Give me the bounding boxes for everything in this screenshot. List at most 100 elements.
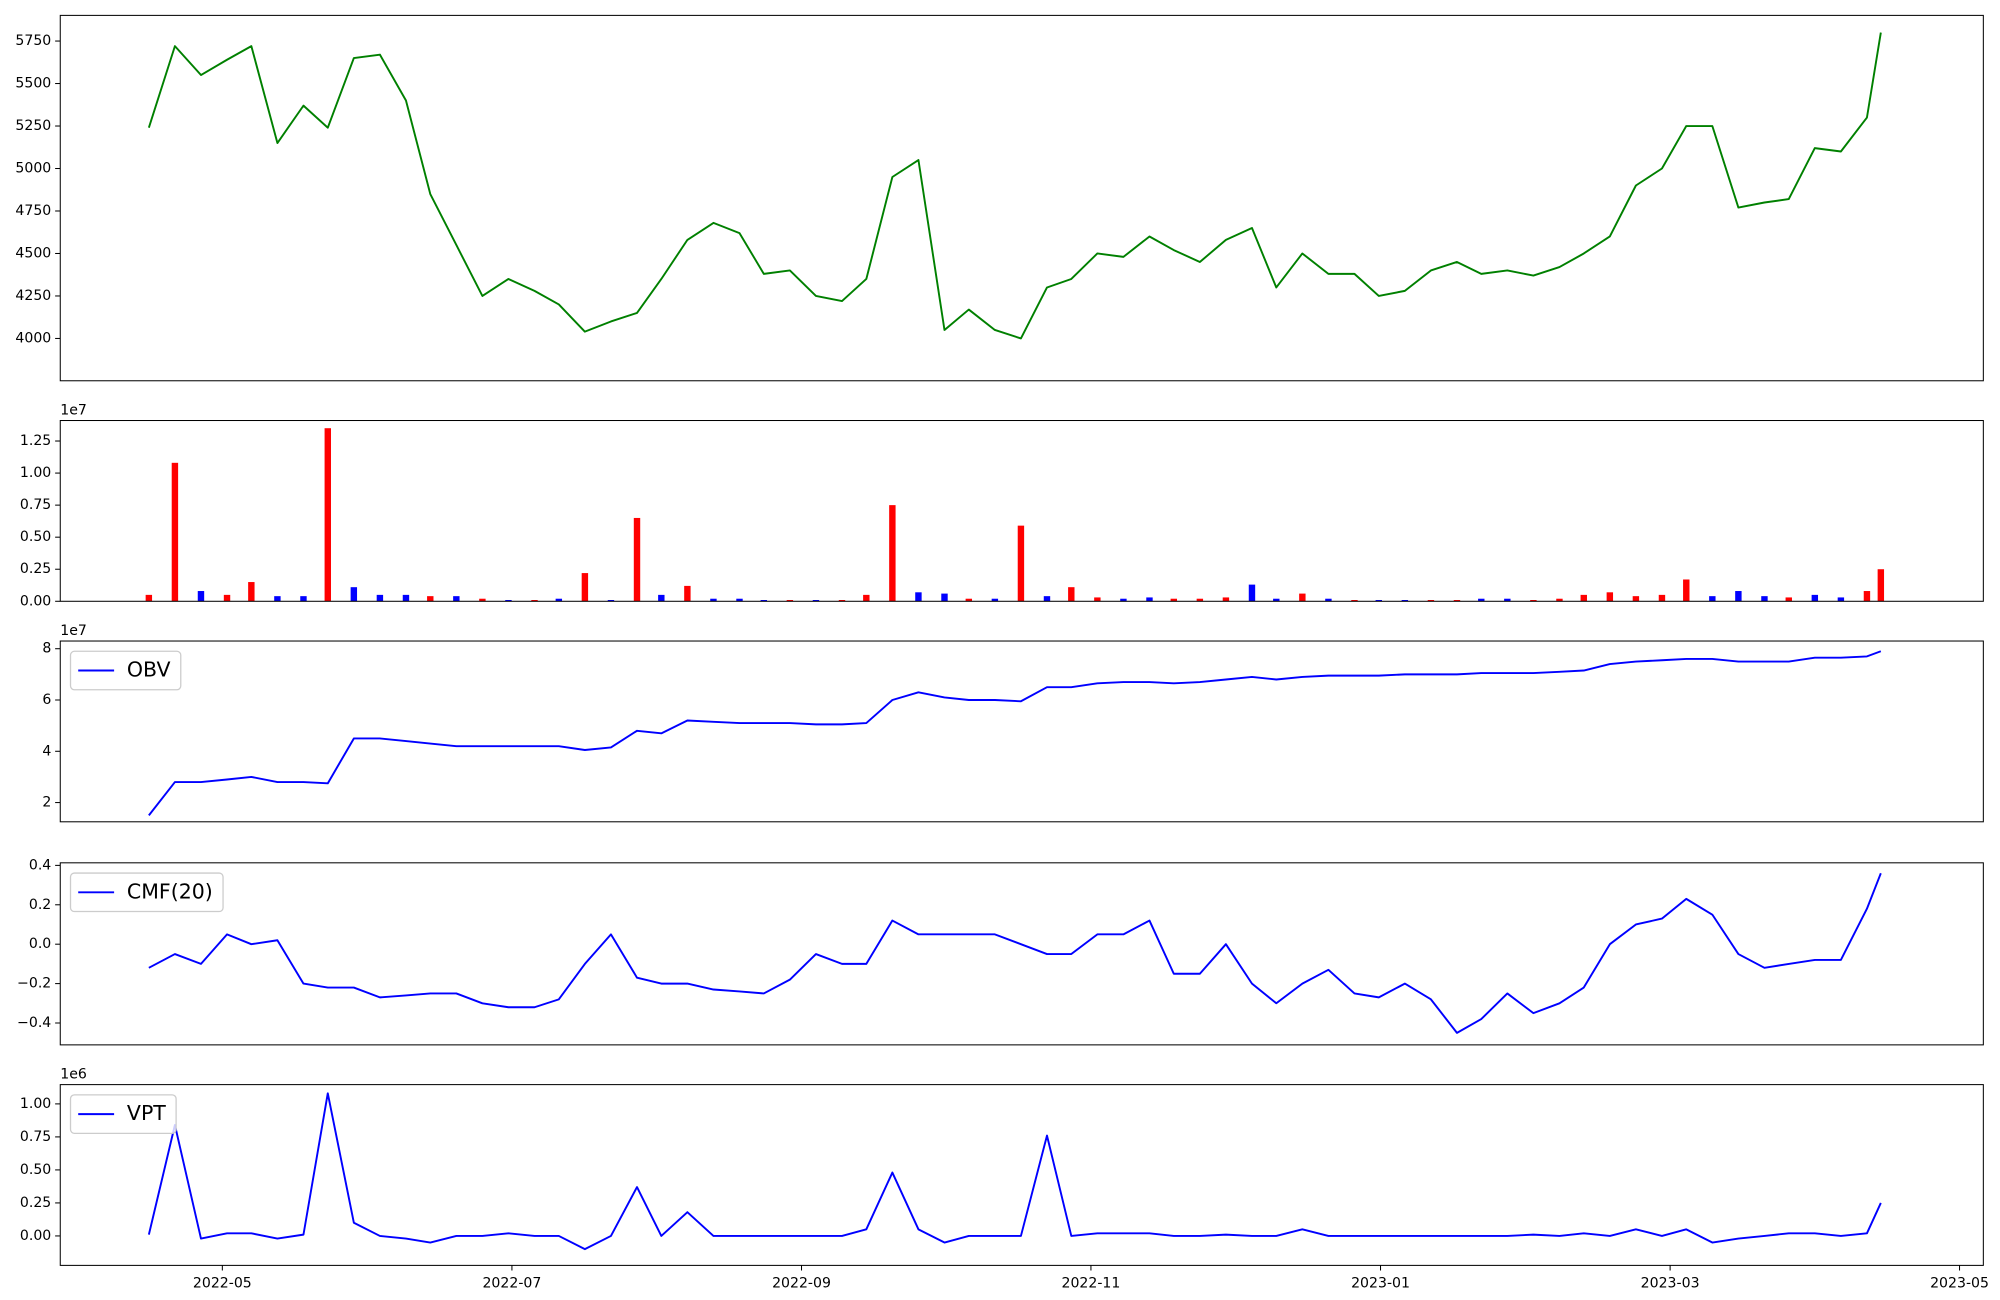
bar [197,591,205,602]
y-tick-label: 4 [42,743,51,759]
line [148,872,1882,1034]
bar [812,600,820,602]
plot-frame [59,420,1984,602]
legend: CMF(20) [69,872,224,913]
bar [1877,569,1885,602]
bar [1196,598,1204,602]
y-offset-label: 1e7 [60,623,87,639]
bar [760,600,768,602]
y-tick-label: 5000 [15,161,51,177]
bar [248,582,255,602]
bar [863,594,870,602]
bar [1222,597,1230,602]
x-tick-label: 2022-05 [193,1275,252,1291]
y-tick-label: 4500 [15,245,51,261]
y-tick-label: −0.4 [17,1015,51,1031]
bar [1658,594,1666,602]
y-tick-label: 0.0 [29,936,51,952]
bar [402,594,410,602]
bar [1351,600,1358,602]
panel: 0.00 0.25 0.50 0.75 1.00 2022-05 2022-07 2022-0… [20,1066,1989,1291]
bar [965,598,973,602]
bar [1146,597,1153,602]
bar [786,600,794,602]
bar [1632,596,1640,602]
bar [555,598,563,602]
plot-frame [59,862,1984,1046]
x-tick-label: 2022-11 [1061,1275,1120,1291]
legend-box [69,872,224,913]
y-tick-label: 0.25 [20,1195,51,1211]
y-tick-label: 4250 [15,288,51,304]
bar [1094,597,1101,602]
y-tick-label: 0.75 [20,497,51,513]
bar [1785,597,1792,602]
y-tick-label: 5500 [15,76,51,92]
x-tick-label: 2023-05 [1930,1275,1989,1291]
bar [479,598,486,602]
bar [350,587,358,602]
panel: 0.00 0.25 0.50 0.75 1.00 1.25 1e7 [20,402,1984,609]
bar [1299,593,1306,602]
y-tick-label: 0.00 [20,593,51,609]
panel: 4000 4250 4500 4750 5000 5250 5500 5750 [15,14,1984,382]
bar [145,594,153,602]
bar [1606,592,1614,602]
bar [274,596,281,602]
legend-label: CMF(20) [127,879,213,903]
bar [710,598,717,602]
bar [684,585,691,602]
bar [1580,594,1587,602]
bar [1068,587,1075,602]
y-tick-label: −0.2 [17,976,51,992]
y-tick-label: 0.2 [29,897,51,913]
bar [1504,598,1511,602]
x-tick-label: 2023-03 [1641,1275,1700,1291]
bar [1478,598,1485,602]
bar [991,598,999,602]
bar [300,596,307,602]
bar [1401,600,1409,602]
line [147,32,1882,340]
y-tick-label: 1.00 [20,465,51,481]
x-tick-label: 2022-09 [772,1275,831,1291]
y-tick-label: 0.75 [20,1129,51,1145]
bar [581,573,589,602]
x-tick-label: 2023-01 [1351,1275,1410,1291]
line [148,650,1882,816]
y-tick-label: 0.25 [20,561,51,577]
y-tick-label: 0.4 [29,857,51,873]
legend-box [69,650,182,691]
bar [658,594,665,602]
y-offset-label: 1e7 [60,402,87,418]
legend-label: VPT [127,1101,166,1125]
plot-frame [59,1084,1984,1266]
bar [505,600,512,602]
y-tick-label: 4750 [15,203,51,219]
bar [1761,596,1768,602]
line [147,1092,1882,1251]
y-tick-label: 1.00 [20,1096,51,1112]
bar [1170,598,1178,602]
x-tick-label: 2022-07 [482,1275,541,1291]
y-offset-label: 1e6 [60,1066,87,1082]
bar [889,505,896,602]
bar [1811,594,1819,602]
bar [1325,598,1332,602]
y-tick-label: 8 [42,641,51,657]
bar [1556,598,1563,602]
bar [1248,584,1256,602]
y-tick-label: 0.50 [20,529,51,545]
bar [1683,579,1690,602]
bar [607,600,615,602]
y-tick-label: 0.00 [20,1228,51,1244]
bar [376,594,384,602]
legend: VPT [69,1094,177,1134]
bar [1735,591,1742,602]
panel: −0.4 −0.2 0.0 0.2 0.4 CMF(20) [17,857,1984,1046]
bar [1530,600,1537,602]
y-tick-label: 0.50 [20,1162,51,1178]
y-tick-label: 5750 [15,33,51,49]
y-tick-label: 1.25 [20,433,51,449]
bar [453,596,460,602]
